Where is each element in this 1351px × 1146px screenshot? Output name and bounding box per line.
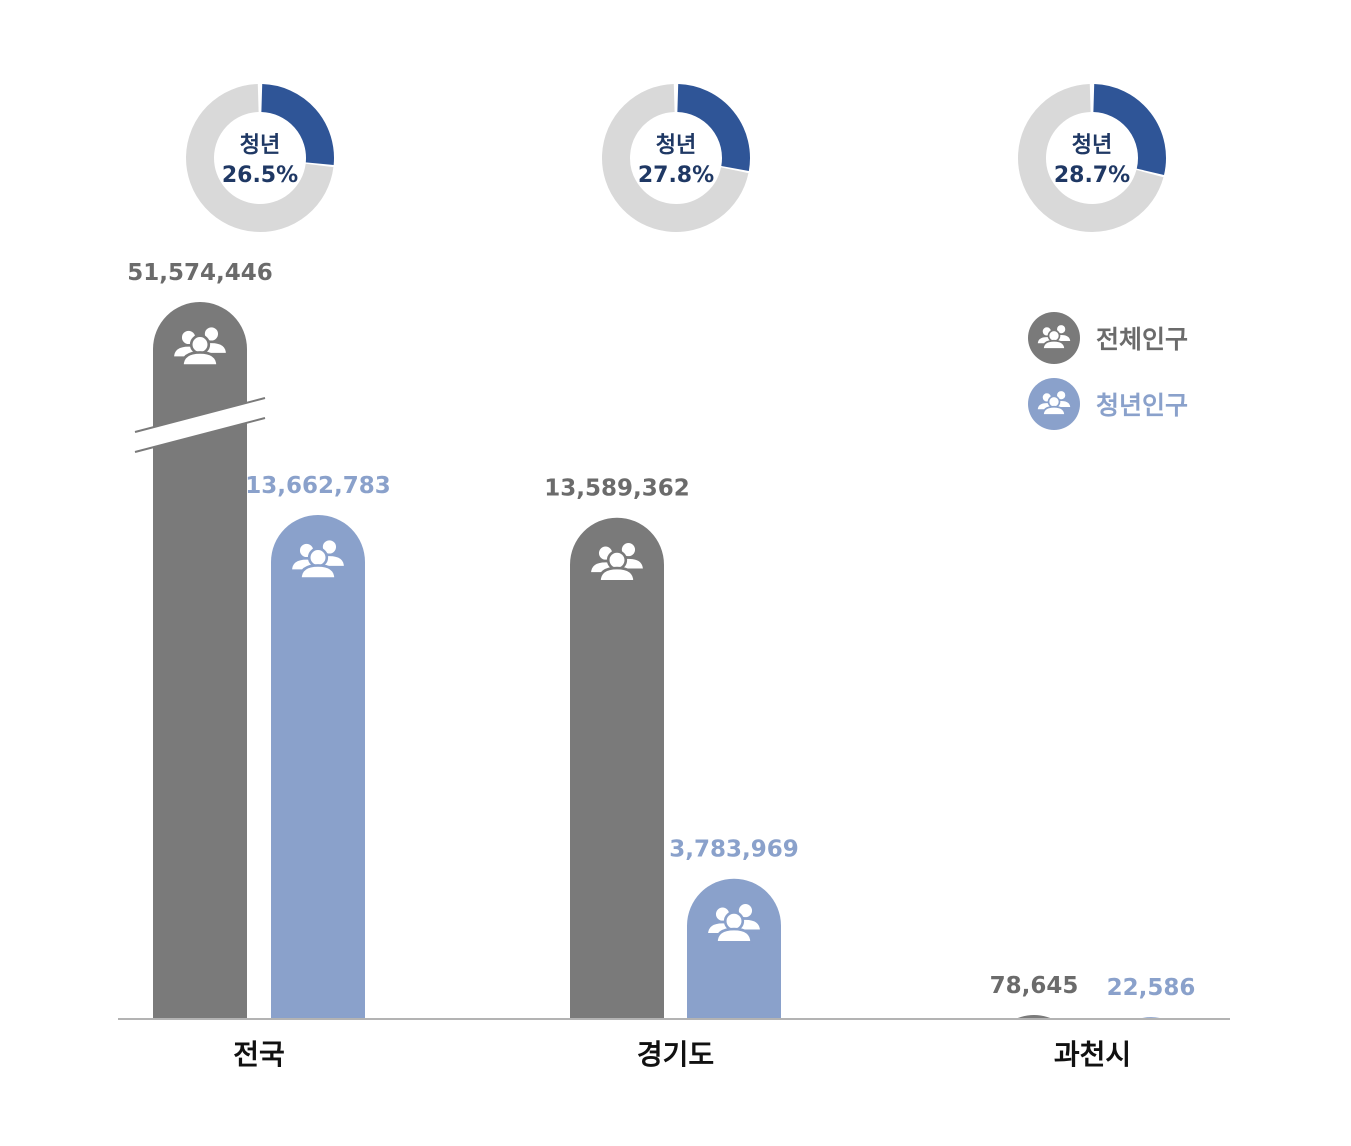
data-label-total-2: 78,645 (990, 973, 1079, 999)
bar-youth-0 (271, 515, 365, 1018)
axis-break (134, 397, 266, 453)
legend-label-youth: 청년인구 (1096, 391, 1189, 420)
people-icon (588, 540, 646, 583)
data-label-total-0: 51,574,446 (127, 260, 273, 286)
data-label-youth-1: 3,783,969 (669, 837, 799, 863)
donut-value: 27.8% (638, 163, 714, 188)
people-icon (1028, 378, 1080, 430)
donut-2: 청년 28.7% (1018, 84, 1166, 232)
donut-label: 청년 (240, 133, 280, 158)
donut-label: 청년 (656, 133, 696, 158)
bar-youth-2 (1142, 1017, 1160, 1018)
legend: 전체인구 청년인구 (1028, 312, 1188, 444)
donut-fill (676, 84, 750, 171)
donut-track (1018, 84, 1164, 232)
data-label-youth-2: 22,586 (1107, 975, 1196, 1001)
category-label-2: 과천시 (1054, 1038, 1131, 1071)
category-label-1: 경기도 (637, 1038, 714, 1071)
donut-track (186, 84, 334, 232)
donut-0: 청년 26.5% (186, 84, 334, 232)
legend-item-total: 전체인구 (1028, 312, 1188, 364)
bar-total-1 (570, 517, 664, 1018)
legend-item-youth: 청년인구 (1028, 378, 1188, 430)
data-label-youth-0: 13,662,783 (245, 473, 391, 499)
people-icon (289, 537, 347, 580)
data-label-total-1: 13,589,362 (544, 476, 690, 502)
donut-track (602, 84, 749, 232)
people-icon (1028, 312, 1080, 364)
legend-label-total: 전체인구 (1096, 325, 1189, 354)
donut-value: 26.5% (222, 163, 298, 188)
donut-label: 청년 (1072, 133, 1112, 158)
donut-fill (1092, 84, 1166, 176)
donut-value: 28.7% (1054, 163, 1130, 188)
donut-fill (260, 84, 334, 165)
bar-total-2 (1017, 1015, 1051, 1018)
bar-total-0 (153, 302, 247, 1018)
people-icon (171, 324, 229, 367)
people-icon (705, 901, 763, 944)
bar-youth-1 (687, 878, 781, 1018)
donut-1: 청년 27.8% (602, 84, 750, 232)
category-label-0: 전국 (233, 1038, 285, 1071)
people-icon (1124, 1029, 1179, 1069)
